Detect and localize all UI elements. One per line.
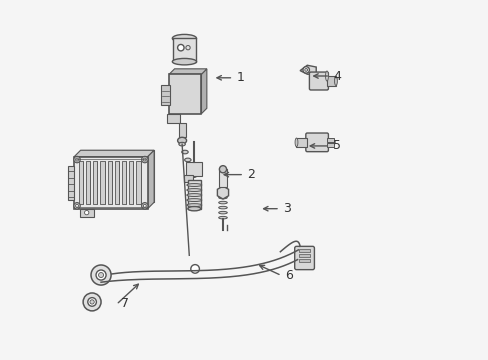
Bar bbox=[161, 85, 170, 105]
Text: 3: 3 bbox=[282, 202, 290, 215]
Ellipse shape bbox=[218, 196, 227, 199]
Ellipse shape bbox=[186, 204, 202, 207]
Circle shape bbox=[74, 203, 80, 209]
Circle shape bbox=[76, 158, 78, 161]
Bar bbox=[298, 249, 309, 252]
Bar bbox=[74, 157, 147, 209]
Ellipse shape bbox=[172, 58, 196, 65]
Bar bbox=[107, 161, 112, 204]
Ellipse shape bbox=[325, 71, 328, 81]
Bar bbox=[172, 39, 196, 62]
Circle shape bbox=[83, 293, 101, 311]
Circle shape bbox=[143, 204, 146, 207]
FancyBboxPatch shape bbox=[294, 246, 314, 270]
Bar bbox=[86, 161, 90, 204]
Ellipse shape bbox=[218, 211, 227, 214]
Circle shape bbox=[142, 156, 148, 163]
Polygon shape bbox=[217, 186, 228, 199]
Bar bbox=[296, 138, 306, 147]
Text: 1: 1 bbox=[236, 71, 244, 84]
Circle shape bbox=[177, 44, 183, 51]
Circle shape bbox=[76, 204, 78, 207]
Text: 6: 6 bbox=[284, 269, 292, 282]
Circle shape bbox=[142, 203, 148, 209]
Bar bbox=[326, 138, 333, 141]
Polygon shape bbox=[300, 65, 316, 74]
Circle shape bbox=[91, 265, 111, 285]
Bar bbox=[326, 143, 333, 147]
Circle shape bbox=[88, 298, 96, 306]
Text: 2: 2 bbox=[246, 168, 254, 181]
Bar bbox=[219, 169, 226, 187]
Ellipse shape bbox=[182, 150, 188, 154]
Ellipse shape bbox=[218, 216, 227, 219]
Bar bbox=[100, 161, 104, 204]
Circle shape bbox=[99, 273, 103, 278]
Circle shape bbox=[185, 45, 190, 50]
Bar bbox=[169, 74, 201, 114]
Bar bbox=[136, 161, 140, 204]
Ellipse shape bbox=[186, 194, 202, 197]
Bar bbox=[298, 254, 309, 257]
Circle shape bbox=[303, 67, 309, 73]
Bar bbox=[122, 161, 126, 204]
Text: 5: 5 bbox=[332, 139, 340, 152]
Bar bbox=[187, 180, 201, 209]
Ellipse shape bbox=[193, 182, 199, 185]
Bar bbox=[79, 161, 83, 204]
Circle shape bbox=[304, 68, 307, 71]
Circle shape bbox=[74, 156, 80, 163]
Bar bbox=[80, 209, 94, 217]
Text: 4: 4 bbox=[332, 69, 340, 82]
Bar bbox=[67, 166, 74, 200]
Ellipse shape bbox=[172, 35, 196, 42]
Ellipse shape bbox=[218, 201, 227, 204]
Bar bbox=[93, 161, 97, 204]
Ellipse shape bbox=[334, 77, 337, 86]
Ellipse shape bbox=[187, 166, 194, 170]
Polygon shape bbox=[201, 69, 206, 114]
Text: 7: 7 bbox=[121, 297, 129, 310]
Circle shape bbox=[190, 265, 199, 273]
Polygon shape bbox=[147, 150, 154, 209]
Ellipse shape bbox=[186, 189, 202, 192]
Circle shape bbox=[96, 270, 106, 280]
Bar bbox=[298, 259, 309, 262]
Bar bbox=[178, 123, 185, 137]
Ellipse shape bbox=[186, 184, 202, 186]
FancyBboxPatch shape bbox=[305, 133, 328, 152]
Bar bbox=[186, 162, 202, 176]
Ellipse shape bbox=[184, 158, 191, 162]
Ellipse shape bbox=[294, 138, 297, 147]
Polygon shape bbox=[74, 150, 154, 157]
Ellipse shape bbox=[186, 199, 202, 202]
Circle shape bbox=[84, 211, 89, 215]
Bar bbox=[167, 114, 180, 123]
Bar bbox=[115, 161, 119, 204]
Polygon shape bbox=[169, 69, 206, 74]
Circle shape bbox=[90, 300, 94, 304]
Ellipse shape bbox=[187, 207, 201, 211]
FancyBboxPatch shape bbox=[81, 150, 154, 202]
Circle shape bbox=[143, 158, 146, 161]
Ellipse shape bbox=[190, 174, 196, 177]
Bar bbox=[184, 175, 192, 182]
Circle shape bbox=[219, 166, 226, 173]
Bar bbox=[326, 76, 335, 86]
Ellipse shape bbox=[179, 142, 185, 146]
Ellipse shape bbox=[177, 137, 186, 144]
FancyBboxPatch shape bbox=[309, 72, 328, 90]
Ellipse shape bbox=[218, 206, 227, 209]
Bar bbox=[129, 161, 133, 204]
